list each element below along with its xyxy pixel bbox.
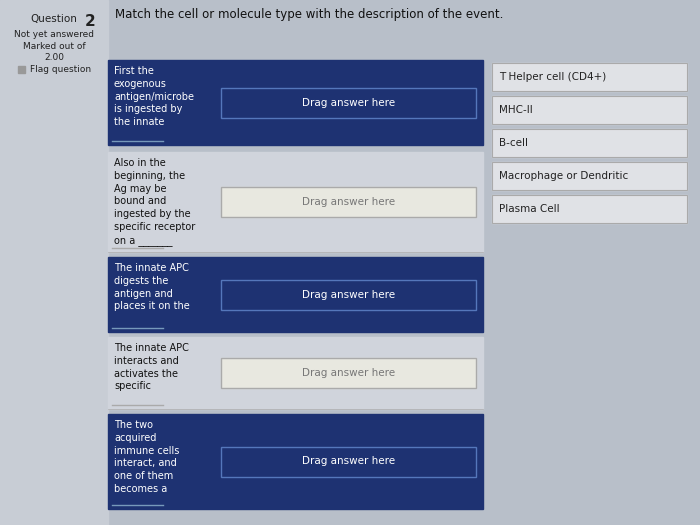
Bar xyxy=(221,358,476,388)
Bar xyxy=(221,279,476,310)
Bar xyxy=(0,0,108,525)
Bar xyxy=(492,96,687,124)
Bar xyxy=(108,337,483,409)
Text: Drag answer here: Drag answer here xyxy=(302,368,395,378)
Bar xyxy=(492,63,687,91)
Text: Macrophage or Dendritic: Macrophage or Dendritic xyxy=(499,171,629,181)
Text: Marked out of: Marked out of xyxy=(22,42,85,51)
Bar xyxy=(492,162,687,190)
Text: T Helper cell (CD4+): T Helper cell (CD4+) xyxy=(499,72,606,82)
Text: Question: Question xyxy=(31,14,78,24)
Text: Match the cell or molecule type with the description of the event.: Match the cell or molecule type with the… xyxy=(115,8,503,21)
Text: The innate APC
digests the
antigen and
places it on the: The innate APC digests the antigen and p… xyxy=(114,263,190,311)
Bar xyxy=(492,195,687,223)
Text: The two
acquired
immune cells
interact, and
one of them
becomes a: The two acquired immune cells interact, … xyxy=(114,420,179,494)
Bar xyxy=(492,162,687,190)
Text: 2: 2 xyxy=(85,14,95,29)
Text: Drag answer here: Drag answer here xyxy=(302,197,395,207)
Bar xyxy=(18,66,25,73)
Bar xyxy=(492,96,687,124)
Bar xyxy=(221,88,476,118)
Bar xyxy=(492,129,687,157)
Text: Flag question: Flag question xyxy=(30,65,91,74)
Bar xyxy=(492,63,687,91)
Text: 2.00: 2.00 xyxy=(44,53,64,62)
Bar xyxy=(221,187,476,217)
Bar xyxy=(221,358,476,388)
Bar xyxy=(108,152,483,252)
Text: The innate APC
interacts and
activates the
specific: The innate APC interacts and activates t… xyxy=(114,343,189,392)
Bar xyxy=(221,279,476,310)
Bar xyxy=(108,414,483,509)
Text: Plasma Cell: Plasma Cell xyxy=(499,204,559,214)
Bar xyxy=(492,129,687,157)
Bar xyxy=(221,446,476,477)
Text: MHC-II: MHC-II xyxy=(499,105,533,115)
Text: Also in the
beginning, the
Ag may be
bound and
ingested by the
specific receptor: Also in the beginning, the Ag may be bou… xyxy=(114,158,195,246)
Text: First the
exogenous
antigen/microbe
is ingested by
the innate: First the exogenous antigen/microbe is i… xyxy=(114,66,194,127)
Bar xyxy=(221,187,476,217)
Text: Drag answer here: Drag answer here xyxy=(302,98,395,108)
Text: Drag answer here: Drag answer here xyxy=(302,289,395,299)
Text: Not yet answered: Not yet answered xyxy=(14,30,94,39)
Bar xyxy=(108,257,483,332)
Text: Drag answer here: Drag answer here xyxy=(302,457,395,467)
Bar xyxy=(108,60,483,145)
Bar xyxy=(492,195,687,223)
Text: B-cell: B-cell xyxy=(499,138,528,148)
Bar xyxy=(221,446,476,477)
Bar xyxy=(221,88,476,118)
